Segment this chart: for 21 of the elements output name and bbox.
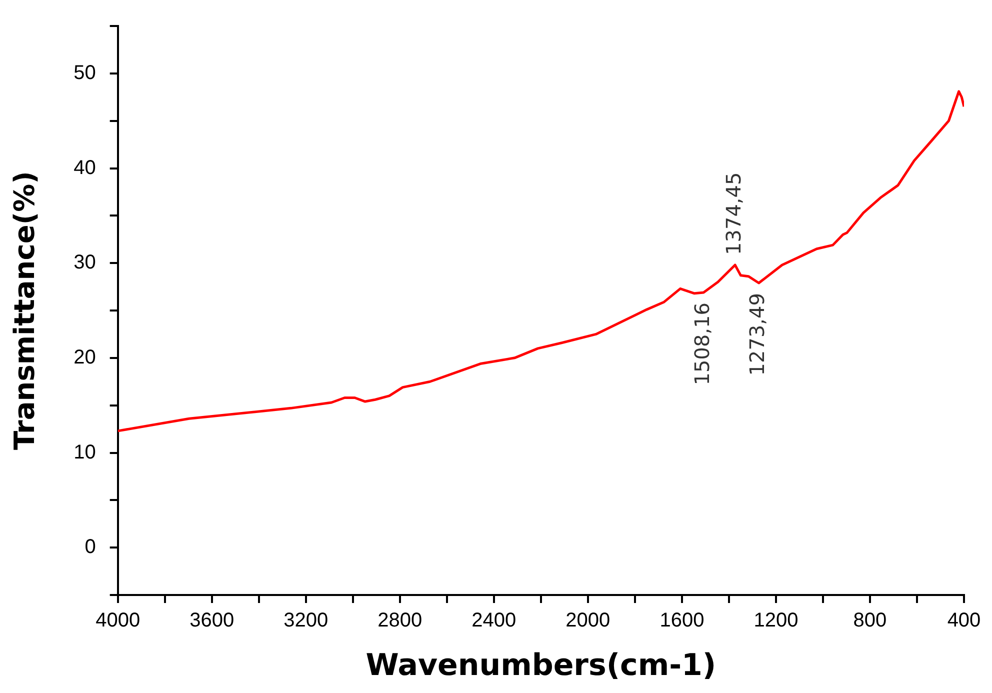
x-tick-label: 1200 xyxy=(754,610,798,632)
x-tick-label: 400 xyxy=(947,610,981,632)
annotation: 1508,16 xyxy=(690,302,714,386)
x-tick-label: 2800 xyxy=(378,610,422,632)
x-tick-label: 2400 xyxy=(472,610,516,632)
y-tick-label: 50 xyxy=(74,62,96,84)
annotation: 1273,49 xyxy=(745,293,770,376)
y-tick-label: 40 xyxy=(74,156,96,179)
x-tick-label: 800 xyxy=(853,610,887,632)
annotation: 1374,45 xyxy=(721,172,746,255)
y-tick-label: 20 xyxy=(74,346,96,368)
y-tick-label: 0 xyxy=(84,536,96,558)
x-tick-label: 2000 xyxy=(566,610,610,632)
x-tick-label: 1600 xyxy=(660,610,704,632)
y-axis-title: Transmittance(%) xyxy=(8,171,42,450)
x-tick-label: 3600 xyxy=(190,610,234,632)
x-axis-title: Wavenumbers(cm-1) xyxy=(366,648,716,683)
y-tick-label: 10 xyxy=(74,441,96,464)
x-tick-label: 4000 xyxy=(96,610,140,632)
y-tick-label: 30 xyxy=(74,252,96,274)
x-tick-label: 3200 xyxy=(284,610,328,632)
